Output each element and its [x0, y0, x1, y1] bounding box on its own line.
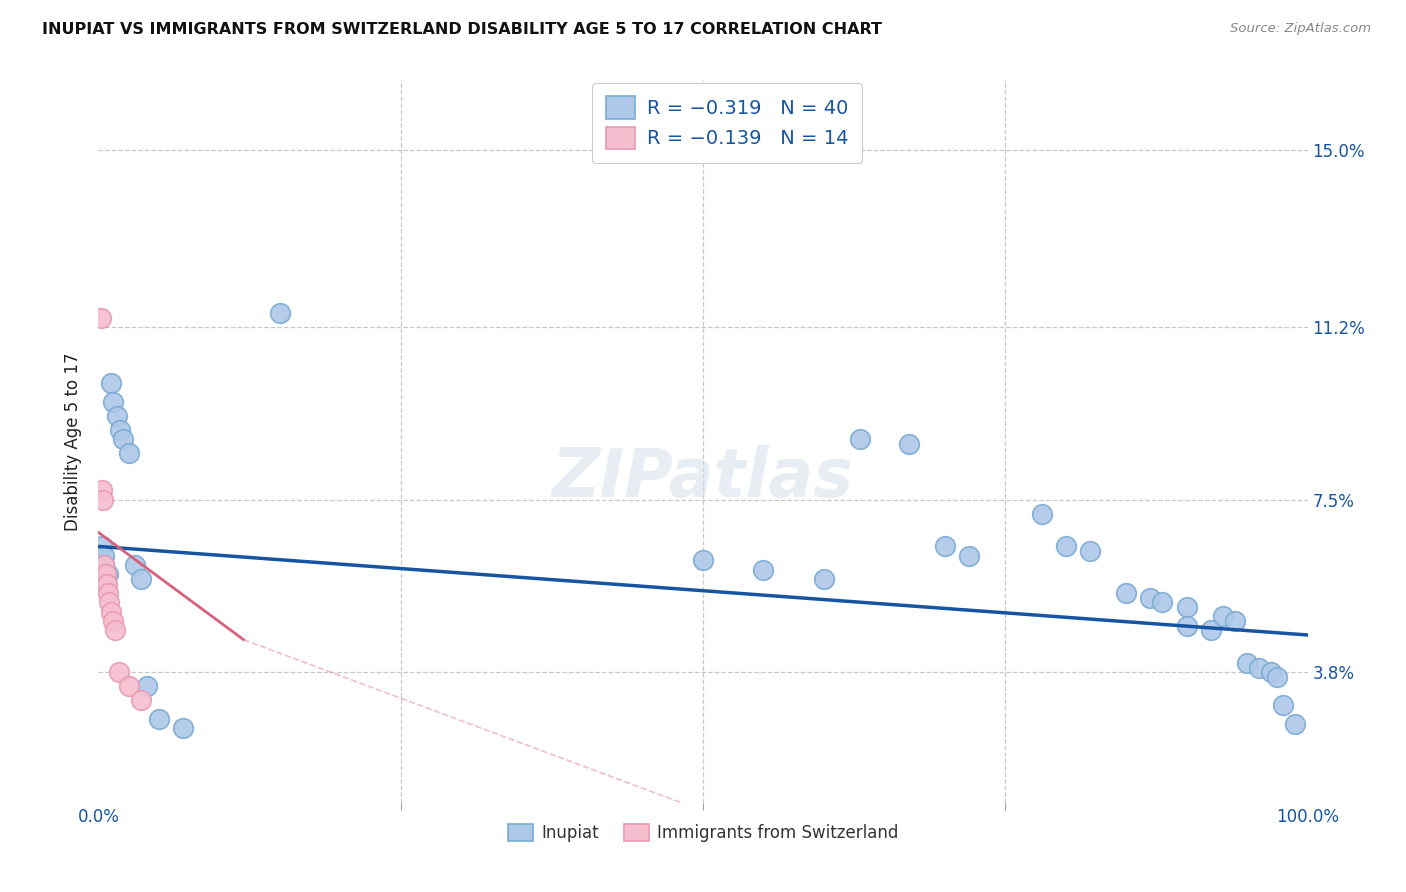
- Point: [1152, 595, 1174, 609]
- Point: [101, 395, 124, 409]
- Text: Source: ZipAtlas.com: Source: ZipAtlas.com: [1230, 22, 1371, 36]
- Point: [94, 567, 117, 582]
- Point: [1175, 600, 1198, 615]
- Point: [97, 567, 120, 582]
- Point: [108, 665, 131, 680]
- Point: [148, 712, 170, 726]
- Point: [752, 563, 775, 577]
- Point: [93, 549, 115, 563]
- Point: [129, 572, 152, 586]
- Point: [91, 540, 114, 554]
- Point: [135, 679, 157, 693]
- Point: [1260, 665, 1282, 680]
- Point: [1272, 698, 1295, 712]
- Point: [1284, 716, 1306, 731]
- Point: [101, 614, 124, 628]
- Point: [1223, 614, 1246, 628]
- Point: [1175, 618, 1198, 632]
- Text: ZIPatlas: ZIPatlas: [553, 445, 853, 510]
- Point: [104, 624, 127, 638]
- Point: [957, 549, 980, 563]
- Legend: Inupiat, Immigrants from Switzerland: Inupiat, Immigrants from Switzerland: [501, 817, 905, 848]
- Point: [124, 558, 146, 572]
- Point: [1236, 656, 1258, 670]
- Point: [93, 558, 115, 572]
- Point: [100, 605, 122, 619]
- Point: [269, 306, 291, 320]
- Point: [1199, 624, 1222, 638]
- Point: [172, 721, 194, 735]
- Point: [129, 693, 152, 707]
- Point: [1031, 507, 1053, 521]
- Point: [813, 572, 835, 586]
- Point: [1054, 540, 1077, 554]
- Point: [1212, 609, 1234, 624]
- Point: [105, 409, 128, 423]
- Point: [1115, 586, 1137, 600]
- Point: [1139, 591, 1161, 605]
- Point: [98, 595, 121, 609]
- Point: [118, 679, 141, 693]
- Point: [1078, 544, 1101, 558]
- Point: [91, 483, 114, 498]
- Point: [90, 311, 112, 326]
- Point: [118, 446, 141, 460]
- Point: [111, 432, 134, 446]
- Point: [1267, 670, 1289, 684]
- Text: INUPIAT VS IMMIGRANTS FROM SWITZERLAND DISABILITY AGE 5 TO 17 CORRELATION CHART: INUPIAT VS IMMIGRANTS FROM SWITZERLAND D…: [42, 22, 882, 37]
- Point: [849, 432, 872, 446]
- Point: [97, 586, 120, 600]
- Point: [93, 558, 115, 572]
- Point: [96, 576, 118, 591]
- Point: [692, 553, 714, 567]
- Point: [1249, 660, 1271, 674]
- Point: [897, 437, 920, 451]
- Y-axis label: Disability Age 5 to 17: Disability Age 5 to 17: [65, 352, 83, 531]
- Point: [108, 423, 131, 437]
- Point: [100, 376, 122, 391]
- Point: [934, 540, 956, 554]
- Point: [91, 492, 114, 507]
